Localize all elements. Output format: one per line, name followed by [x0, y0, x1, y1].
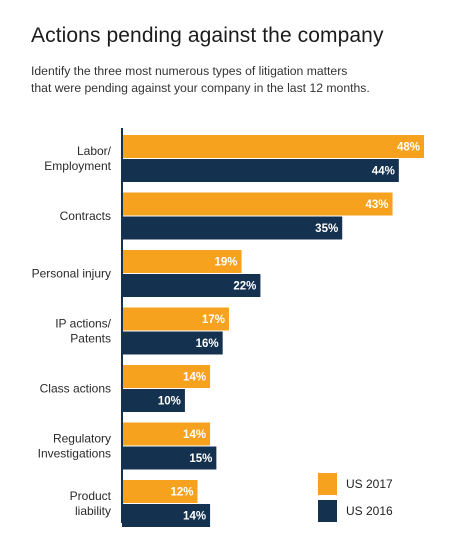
legend-swatch-us-2017: [318, 473, 337, 495]
bar-us-2017-0: [122, 135, 424, 158]
chart-title: Actions pending against the company: [31, 24, 384, 47]
data-label-us-2017-3: 17%: [202, 314, 225, 326]
category-label-0: Labor/Employment: [44, 144, 111, 173]
data-label-us-2016-5: 15%: [189, 453, 212, 465]
bar-us-2017-5: [122, 422, 211, 446]
data-label-us-2016-4: 10%: [158, 396, 181, 408]
bar-us-2016-0: [122, 159, 399, 182]
bar-us-2016-3: [122, 331, 223, 355]
chart-subtitle: Identify the three most numerous types o…: [31, 63, 431, 97]
bar-us-2017-4: [122, 365, 211, 388]
bar-us-2016-2: [122, 274, 261, 297]
category-label-5: Regulatory Investigations: [38, 432, 111, 461]
bar-us-2016-6: [122, 504, 211, 527]
data-label-us-2016-3: 16%: [196, 338, 219, 350]
legend-swatch-us-2016: [318, 500, 337, 522]
bar-us-2016-1: [122, 216, 343, 240]
category-label-2: Personal injury: [32, 267, 111, 281]
category-label-1: Contracts: [60, 209, 111, 223]
category-label-6: Product liability: [70, 489, 112, 518]
data-label-us-2017-4: 14%: [183, 372, 206, 384]
data-label-us-2017-2: 19%: [215, 257, 238, 269]
data-label-us-2016-6: 14%: [183, 511, 206, 523]
subtitle-line-1: Identify the three most numerous types o…: [31, 64, 348, 78]
bar-us-2016-4: [122, 389, 185, 412]
data-label-us-2017-6: 12%: [170, 487, 193, 499]
category-label-3: IP actions/Patents: [55, 317, 111, 346]
data-label-us-2016-1: 35%: [315, 223, 338, 235]
legend-label-us-2017: US 2017: [346, 477, 393, 491]
bar-us-2016-5: [122, 446, 217, 470]
bar-us-2017-3: [122, 307, 229, 331]
legend-label-us-2016: US 2016: [346, 504, 393, 518]
data-label-us-2016-2: 22%: [233, 281, 256, 293]
data-label-us-2017-5: 14%: [183, 429, 206, 441]
bar-us-2017-2: [122, 250, 242, 273]
bar-us-2017-6: [122, 480, 198, 503]
subtitle-line-2: that were pending against your company i…: [31, 81, 370, 95]
data-label-us-2016-0: 44%: [372, 166, 395, 178]
data-label-us-2017-1: 43%: [366, 199, 389, 211]
category-label-4: Class actions: [40, 382, 111, 396]
bar-us-2017-1: [122, 192, 393, 216]
data-label-us-2017-0: 48%: [397, 142, 420, 154]
